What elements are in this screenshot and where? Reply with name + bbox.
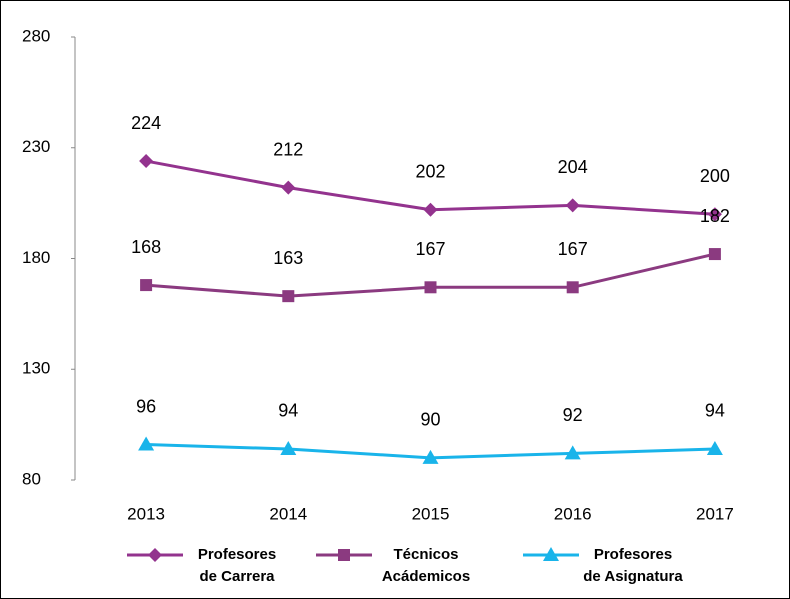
data-label: 182	[700, 206, 730, 226]
data-label: 94	[705, 401, 725, 421]
marker	[338, 549, 350, 561]
data-label: 167	[558, 239, 588, 259]
marker	[707, 207, 722, 222]
data-label: 167	[415, 239, 445, 259]
x-tick-label: 2014	[269, 504, 307, 523]
marker	[139, 154, 154, 169]
marker	[148, 548, 162, 562]
marker	[281, 180, 296, 195]
legend-label: Técnicos Acádemicos	[382, 546, 470, 585]
data-label: 204	[558, 157, 588, 177]
legend-label: Profesores de Carrera	[198, 546, 276, 585]
marker	[564, 445, 581, 460]
marker	[565, 198, 580, 213]
data-label: 90	[420, 410, 440, 430]
data-label: 200	[700, 166, 730, 186]
data-label: 163	[273, 248, 303, 268]
y-tick-label: 280	[22, 26, 50, 45]
marker	[138, 436, 155, 451]
y-tick-label: 80	[22, 469, 41, 488]
y-tick-label: 130	[22, 359, 50, 378]
data-label: 96	[136, 396, 156, 416]
data-label: 168	[131, 237, 161, 257]
marker	[282, 290, 295, 303]
data-label: 92	[563, 405, 583, 425]
x-tick-label: 2016	[554, 504, 592, 523]
marker	[706, 440, 723, 455]
marker	[424, 281, 437, 294]
marker	[566, 281, 579, 294]
legend-label: Profesores de Asignatura	[583, 546, 683, 585]
data-label: 212	[273, 139, 303, 159]
marker	[140, 279, 153, 292]
y-tick-label: 180	[22, 248, 50, 267]
marker	[708, 248, 721, 261]
data-label: 224	[131, 113, 161, 133]
x-tick-label: 2013	[127, 504, 165, 523]
marker	[543, 547, 559, 561]
data-label: 94	[278, 401, 298, 421]
y-tick-label: 230	[22, 137, 50, 156]
marker	[423, 202, 438, 217]
marker	[280, 440, 297, 455]
x-tick-label: 2017	[696, 504, 734, 523]
x-tick-label: 2015	[412, 504, 450, 523]
marker	[422, 449, 439, 464]
data-label: 202	[415, 162, 445, 182]
